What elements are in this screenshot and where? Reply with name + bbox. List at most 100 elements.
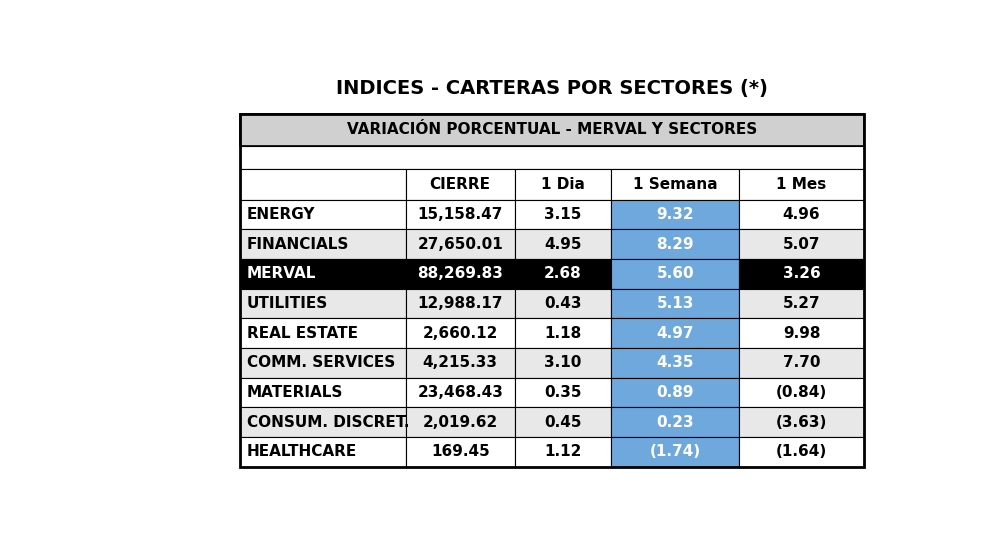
Bar — [740, 318, 864, 348]
Bar — [240, 259, 406, 289]
Bar — [611, 407, 740, 437]
Bar — [740, 259, 864, 289]
Text: 3.10: 3.10 — [544, 355, 582, 370]
Bar — [240, 200, 406, 229]
Text: 1 Mes: 1 Mes — [776, 177, 827, 192]
Bar — [611, 169, 740, 200]
Bar — [740, 229, 864, 259]
Bar — [740, 407, 864, 437]
Bar — [515, 229, 611, 259]
Bar — [240, 407, 406, 437]
Text: 0.43: 0.43 — [544, 296, 582, 311]
Text: 88,269.83: 88,269.83 — [417, 266, 503, 281]
Bar — [240, 318, 406, 348]
Bar — [611, 348, 740, 378]
Text: 4.35: 4.35 — [656, 355, 694, 370]
Text: 7.70: 7.70 — [783, 355, 820, 370]
Text: 8.29: 8.29 — [656, 237, 695, 252]
Text: HEALTHCARE: HEALTHCARE — [246, 444, 357, 459]
Bar — [740, 289, 864, 318]
Bar — [611, 318, 740, 348]
Bar — [740, 200, 864, 229]
Text: 9.98: 9.98 — [783, 326, 820, 341]
Bar — [515, 437, 611, 467]
Text: 15,158.47: 15,158.47 — [418, 207, 503, 222]
Bar — [515, 289, 611, 318]
Bar — [740, 437, 864, 467]
Bar — [515, 259, 611, 289]
Text: 1.18: 1.18 — [544, 326, 582, 341]
Text: 4,215.33: 4,215.33 — [423, 355, 497, 370]
Bar — [515, 169, 611, 200]
Bar — [611, 259, 740, 289]
Text: 0.89: 0.89 — [656, 385, 694, 400]
Bar — [406, 229, 515, 259]
Bar — [611, 229, 740, 259]
Text: MATERIALS: MATERIALS — [246, 385, 343, 400]
Bar — [240, 289, 406, 318]
Text: 5.27: 5.27 — [783, 296, 820, 311]
Text: UTILITIES: UTILITIES — [246, 296, 328, 311]
Text: VARIACIÓN PORCENTUAL - MERVAL Y SECTORES: VARIACIÓN PORCENTUAL - MERVAL Y SECTORES — [347, 122, 757, 137]
Text: 23,468.43: 23,468.43 — [417, 385, 503, 400]
Text: 4.96: 4.96 — [783, 207, 820, 222]
Text: 3.26: 3.26 — [783, 266, 820, 281]
Text: (1.64): (1.64) — [776, 444, 827, 459]
Text: (1.74): (1.74) — [649, 444, 700, 459]
Bar — [515, 318, 611, 348]
Text: 2.68: 2.68 — [544, 266, 582, 281]
Text: 1.12: 1.12 — [544, 444, 582, 459]
Text: 9.32: 9.32 — [656, 207, 695, 222]
Bar — [611, 289, 740, 318]
Text: 2,019.62: 2,019.62 — [423, 415, 497, 430]
Bar — [406, 169, 515, 200]
Bar — [240, 114, 864, 467]
Text: 169.45: 169.45 — [431, 444, 490, 459]
Text: 0.23: 0.23 — [656, 415, 695, 430]
Bar — [240, 114, 864, 146]
Text: 0.45: 0.45 — [544, 415, 582, 430]
Bar — [515, 200, 611, 229]
Text: 4.95: 4.95 — [544, 237, 582, 252]
Bar — [406, 378, 515, 407]
Bar — [515, 348, 611, 378]
Text: 4.97: 4.97 — [656, 326, 694, 341]
Text: (3.63): (3.63) — [776, 415, 827, 430]
Bar — [740, 348, 864, 378]
Bar — [240, 437, 406, 467]
Bar — [406, 200, 515, 229]
Bar — [240, 378, 406, 407]
Text: 5.13: 5.13 — [656, 296, 694, 311]
Bar — [740, 378, 864, 407]
Text: 5.07: 5.07 — [783, 237, 820, 252]
Bar — [406, 437, 515, 467]
Bar — [515, 407, 611, 437]
Bar — [611, 200, 740, 229]
Text: 2,660.12: 2,660.12 — [423, 326, 498, 341]
Bar — [611, 378, 740, 407]
Bar — [406, 348, 515, 378]
Bar — [515, 378, 611, 407]
Text: 0.35: 0.35 — [544, 385, 582, 400]
Text: MERVAL: MERVAL — [246, 266, 316, 281]
Bar — [406, 407, 515, 437]
Bar — [240, 146, 864, 169]
Text: FINANCIALS: FINANCIALS — [246, 237, 349, 252]
Bar — [740, 169, 864, 200]
Bar — [240, 169, 406, 200]
Bar — [406, 289, 515, 318]
Bar — [406, 259, 515, 289]
Bar — [406, 318, 515, 348]
Text: (0.84): (0.84) — [776, 385, 827, 400]
Text: 12,988.17: 12,988.17 — [418, 296, 503, 311]
Text: INDICES - CARTERAS POR SECTORES (*): INDICES - CARTERAS POR SECTORES (*) — [336, 79, 768, 98]
Text: CIERRE: CIERRE — [430, 177, 490, 192]
Text: 1 Dia: 1 Dia — [542, 177, 585, 192]
Text: 5.60: 5.60 — [656, 266, 695, 281]
Bar — [240, 348, 406, 378]
Text: 1 Semana: 1 Semana — [633, 177, 718, 192]
Text: 27,650.01: 27,650.01 — [417, 237, 503, 252]
Text: ENERGY: ENERGY — [246, 207, 315, 222]
Text: CONSUM. DISCRET.: CONSUM. DISCRET. — [246, 415, 409, 430]
Bar — [611, 437, 740, 467]
